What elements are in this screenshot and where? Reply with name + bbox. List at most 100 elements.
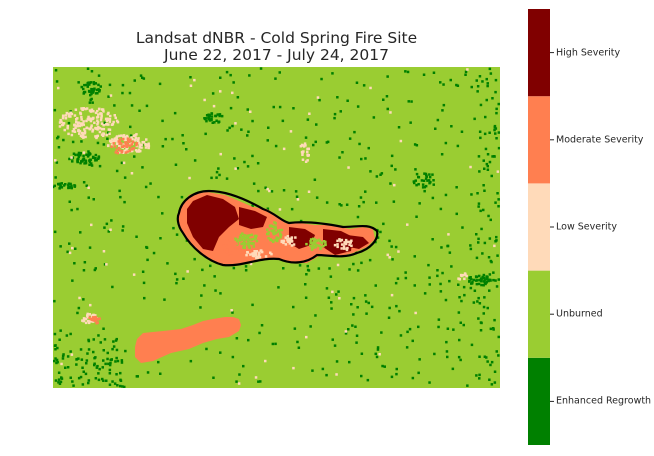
low-severity-pixel bbox=[102, 250, 106, 253]
regrowth-pixel bbox=[260, 324, 264, 327]
low-severity-pixel bbox=[84, 107, 87, 111]
moderate-severity-pixel bbox=[223, 248, 226, 251]
regrowth-pixel bbox=[320, 77, 323, 81]
regrowth-pixel bbox=[367, 301, 370, 305]
regrowth-pixel bbox=[66, 355, 70, 358]
unburned-pixel bbox=[243, 233, 246, 237]
regrowth-pixel bbox=[60, 182, 63, 185]
unburned-pixel bbox=[324, 243, 327, 246]
moderate-severity-pixel bbox=[110, 145, 113, 148]
low-severity-pixel bbox=[82, 317, 86, 320]
regrowth-pixel bbox=[448, 279, 451, 283]
regrowth-pixel bbox=[77, 357, 80, 360]
regrowth-pixel bbox=[444, 298, 448, 302]
regrowth-pixel bbox=[442, 83, 445, 86]
regrowth-pixel bbox=[129, 125, 132, 129]
regrowth-pixel bbox=[337, 290, 340, 293]
regrowth-pixel bbox=[67, 186, 70, 190]
regrowth-pixel bbox=[423, 292, 427, 295]
regrowth-pixel bbox=[458, 338, 461, 342]
regrowth-pixel bbox=[383, 365, 386, 368]
regrowth-pixel bbox=[274, 342, 277, 346]
low-severity-pixel bbox=[86, 316, 89, 319]
regrowth-pixel bbox=[479, 136, 482, 140]
low-severity-pixel bbox=[469, 165, 472, 169]
dnbr-raster-map bbox=[53, 67, 500, 388]
low-severity-pixel bbox=[81, 122, 84, 125]
regrowth-pixel bbox=[61, 354, 65, 358]
regrowth-pixel bbox=[87, 153, 90, 157]
low-severity-pixel bbox=[79, 122, 82, 125]
regrowth-pixel bbox=[346, 99, 349, 102]
regrowth-pixel bbox=[391, 258, 394, 261]
regrowth-pixel bbox=[478, 377, 481, 380]
moderate-severity-pixel bbox=[233, 240, 236, 244]
moderate-severity-pixel bbox=[120, 145, 124, 148]
regrowth-pixel bbox=[103, 226, 106, 229]
regrowth-pixel bbox=[482, 280, 486, 283]
regrowth-pixel bbox=[278, 71, 281, 74]
low-severity-pixel bbox=[66, 124, 69, 128]
regrowth-pixel bbox=[489, 327, 493, 331]
regrowth-pixel bbox=[86, 155, 90, 158]
regrowth-pixel bbox=[493, 126, 497, 129]
low-severity-pixel bbox=[65, 111, 69, 115]
regrowth-pixel bbox=[79, 231, 82, 234]
regrowth-pixel bbox=[476, 90, 479, 93]
regrowth-pixel bbox=[483, 189, 486, 192]
regrowth-pixel bbox=[483, 355, 487, 358]
regrowth-pixel bbox=[437, 318, 441, 321]
regrowth-pixel bbox=[362, 200, 365, 204]
low-severity-pixel bbox=[96, 123, 99, 126]
regrowth-pixel bbox=[485, 162, 489, 166]
moderate-severity-pixel bbox=[235, 245, 238, 248]
low-severity-pixel bbox=[85, 126, 88, 129]
regrowth-pixel bbox=[387, 316, 391, 319]
regrowth-pixel bbox=[87, 196, 90, 199]
regrowth-pixel bbox=[495, 137, 498, 140]
regrowth-pixel bbox=[315, 123, 318, 126]
regrowth-pixel bbox=[439, 207, 443, 211]
moderate-severity-pixel bbox=[232, 247, 235, 250]
low-severity-pixel bbox=[70, 156, 73, 159]
regrowth-pixel bbox=[492, 328, 495, 331]
regrowth-pixel bbox=[246, 108, 249, 111]
colorbar-segment bbox=[528, 96, 550, 184]
regrowth-pixel bbox=[93, 356, 96, 360]
regrowth-pixel bbox=[77, 157, 80, 161]
unburned-pixel bbox=[236, 240, 239, 243]
low-severity-pixel bbox=[63, 128, 66, 132]
regrowth-pixel bbox=[85, 359, 89, 362]
regrowth-pixel bbox=[215, 170, 219, 174]
regrowth-pixel bbox=[423, 185, 426, 189]
low-severity-pixel bbox=[388, 256, 391, 259]
low-severity-pixel bbox=[369, 86, 372, 90]
regrowth-pixel bbox=[333, 112, 337, 116]
regrowth-pixel bbox=[104, 362, 107, 366]
regrowth-pixel bbox=[469, 247, 473, 251]
regrowth-pixel bbox=[474, 275, 478, 278]
low-severity-pixel bbox=[256, 256, 259, 259]
regrowth-pixel bbox=[257, 189, 260, 193]
regrowth-pixel bbox=[92, 198, 95, 201]
low-severity-pixel bbox=[70, 133, 74, 137]
low-severity-pixel bbox=[296, 198, 300, 201]
regrowth-pixel bbox=[432, 71, 436, 74]
unburned-pixel bbox=[248, 234, 252, 237]
regrowth-pixel bbox=[58, 182, 62, 186]
low-severity-pixel bbox=[123, 138, 127, 142]
regrowth-pixel bbox=[472, 301, 476, 304]
low-severity-pixel bbox=[316, 96, 320, 99]
regrowth-pixel bbox=[141, 166, 144, 169]
regrowth-pixel bbox=[92, 90, 95, 93]
regrowth-pixel bbox=[362, 84, 366, 87]
regrowth-pixel bbox=[486, 84, 489, 88]
low-severity-pixel bbox=[100, 116, 103, 120]
low-severity-pixel bbox=[186, 270, 189, 273]
regrowth-pixel bbox=[92, 155, 95, 159]
unburned-pixel bbox=[239, 239, 242, 242]
regrowth-pixel bbox=[163, 298, 166, 301]
regrowth-pixel bbox=[211, 92, 215, 95]
regrowth-pixel bbox=[88, 151, 91, 155]
regrowth-pixel bbox=[360, 374, 363, 378]
